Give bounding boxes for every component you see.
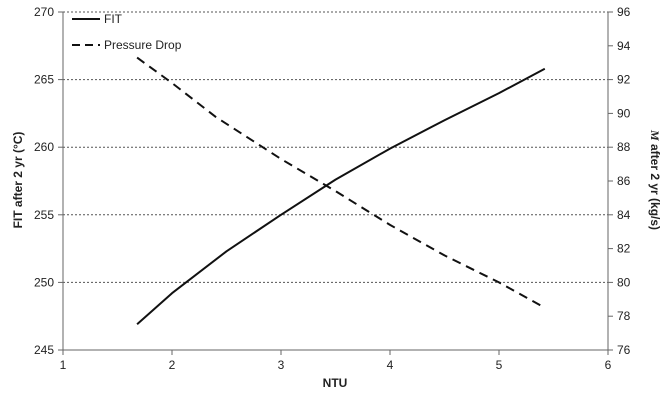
tick-labels: 1 2 3 4 5 6 245 250 255 260 265 270 76 78 80 82 84 86 88 90… <box>34 5 631 372</box>
x-tick-label-5: 5 <box>496 358 503 372</box>
axes <box>58 11 613 355</box>
legend-fit-label: FIT <box>104 12 123 26</box>
series-lines <box>136 56 546 326</box>
y-left-tick-label-245: 245 <box>34 343 54 357</box>
y-left-tick-label-265: 265 <box>34 73 54 87</box>
y-axis-right-title: M after 2 yr (kg/s) <box>648 129 662 230</box>
x-tick-label-2: 2 <box>169 358 176 372</box>
y-right-tick-label-94: 94 <box>617 39 631 53</box>
y-right-tick-label-96: 96 <box>617 5 631 19</box>
y-axis-right-title-symbol: M <box>648 129 662 141</box>
gridlines <box>63 11 608 283</box>
y-right-tick-label-78: 78 <box>617 309 631 323</box>
y-right-tick-label-86: 86 <box>617 174 631 188</box>
y-left-tick-label-270: 270 <box>34 5 54 19</box>
x-axis-title: NTU <box>323 376 348 390</box>
x-tick-label-4: 4 <box>387 358 394 372</box>
y-right-tick-label-82: 82 <box>617 242 631 256</box>
x-tick-label-6: 6 <box>605 358 612 372</box>
x-tick-label-1: 1 <box>60 358 67 372</box>
y-right-tick-label-92: 92 <box>617 73 631 87</box>
legend-pressure-drop-label: Pressure Drop <box>104 38 182 52</box>
series-line-pressure-drop <box>136 56 546 309</box>
series-line-fit <box>136 67 546 326</box>
y-left-tick-label-260: 260 <box>34 140 54 154</box>
y-right-tick-label-76: 76 <box>617 343 631 357</box>
y-right-tick-label-84: 84 <box>617 208 631 222</box>
legend: FIT Pressure Drop <box>72 12 182 52</box>
y-axis-left-title: FIT after 2 yr (°C) <box>11 132 25 229</box>
y-left-tick-label-255: 255 <box>34 208 54 222</box>
y-right-tick-label-80: 80 <box>617 275 631 289</box>
y-axis-right-title-rest: after 2 yr (kg/s) <box>648 141 662 230</box>
y-right-tick-label-90: 90 <box>617 106 631 120</box>
y-left-tick-label-250: 250 <box>34 275 54 289</box>
x-tick-label-3: 3 <box>278 358 285 372</box>
y-right-tick-label-88: 88 <box>617 140 631 154</box>
